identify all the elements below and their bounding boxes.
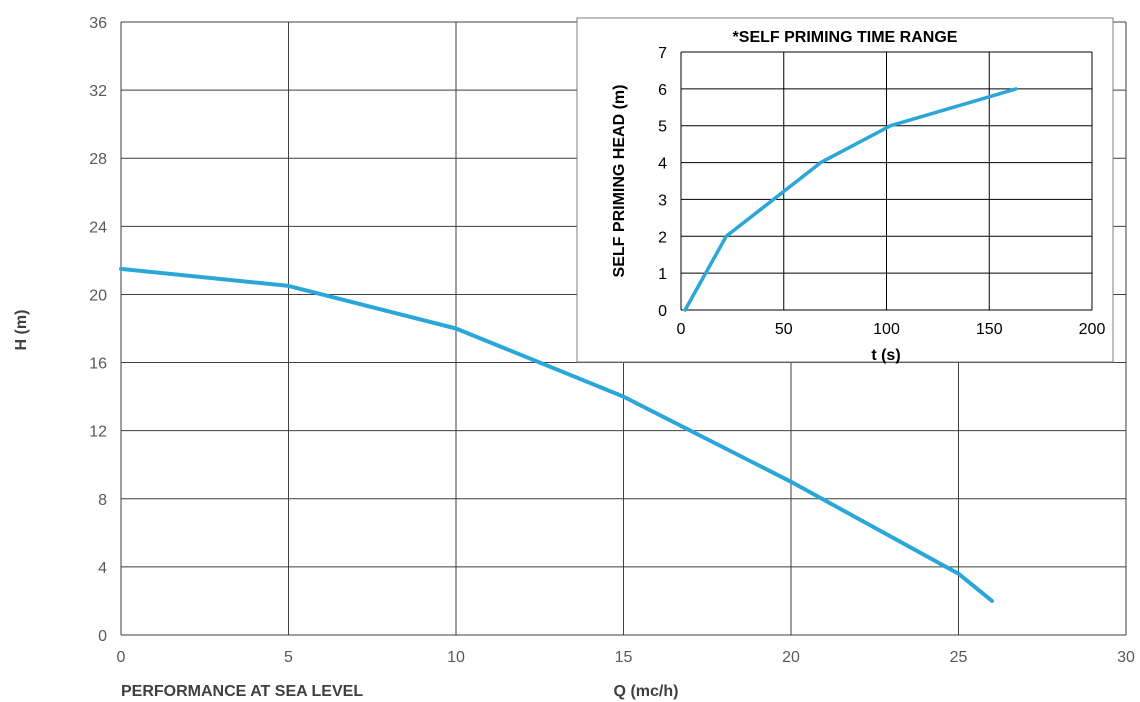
main-y-tick-label: 16 bbox=[89, 356, 107, 373]
main-y-tick-label: 32 bbox=[89, 83, 107, 100]
inset-panel-frame bbox=[576, 17, 1114, 363]
inset-series-line-0 bbox=[683, 87, 1018, 312]
inset-y-tick-label: 1 bbox=[658, 266, 667, 283]
inset-x-tick-label: 50 bbox=[775, 321, 793, 338]
inset-y-tick-label: 2 bbox=[658, 229, 667, 246]
inset-y-tick-label: 0 bbox=[658, 303, 667, 320]
main-x-tick-label: 30 bbox=[1117, 649, 1135, 666]
main-y-tick-label: 0 bbox=[98, 628, 107, 645]
y-axis-title: H (m) bbox=[13, 310, 30, 351]
inset-x-tick-label: 100 bbox=[873, 321, 900, 338]
inset-x-axis-title: t (s) bbox=[871, 347, 900, 364]
main-x-tick-label: 20 bbox=[782, 649, 800, 666]
inset-chart-title: *SELF PRIMING TIME RANGE bbox=[733, 29, 958, 46]
inset-y-tick-label: 3 bbox=[658, 192, 667, 209]
inset-y-tick-label: 7 bbox=[658, 45, 667, 62]
main-x-tick-label: 0 bbox=[117, 649, 126, 666]
main-x-tick-label: 15 bbox=[615, 649, 633, 666]
inset-y-tick-label: 5 bbox=[658, 119, 667, 136]
main-y-tick-label: 12 bbox=[89, 424, 107, 441]
inset-x-tick-label: 200 bbox=[1079, 321, 1106, 338]
main-x-tick-label: 5 bbox=[284, 649, 293, 666]
inset-x-tick-label: 0 bbox=[677, 321, 686, 338]
main-x-tick-label: 10 bbox=[447, 649, 465, 666]
inset-y-axis-title: SELF PRIMING HEAD (m) bbox=[611, 85, 628, 278]
main-y-tick-label: 28 bbox=[89, 151, 107, 168]
footer-label: PERFORMANCE AT SEA LEVEL bbox=[121, 683, 363, 700]
main-y-tick-label: 24 bbox=[89, 219, 107, 236]
inset-y-tick-label: 4 bbox=[658, 156, 667, 173]
main-x-tick-label: 25 bbox=[950, 649, 968, 666]
x-axis-title: Q (mc/h) bbox=[614, 683, 679, 700]
inset-x-tick-label: 150 bbox=[976, 321, 1003, 338]
main-y-tick-label: 8 bbox=[98, 492, 107, 509]
main-y-tick-label: 36 bbox=[89, 15, 107, 32]
main-y-tick-label: 20 bbox=[89, 287, 107, 304]
inset-y-tick-label: 6 bbox=[658, 82, 667, 99]
main-y-tick-label: 4 bbox=[98, 560, 107, 577]
